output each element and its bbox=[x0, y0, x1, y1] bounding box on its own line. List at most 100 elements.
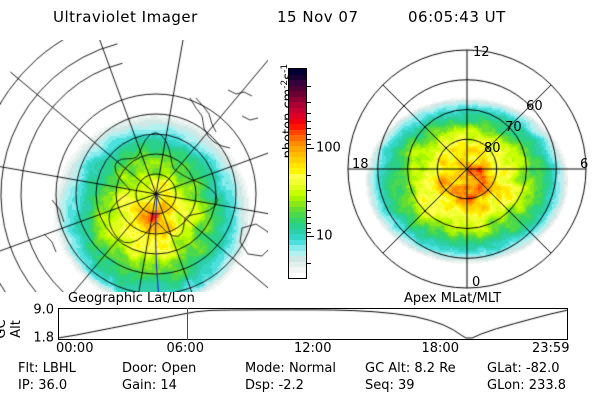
observation-time: 06:05:43 UT bbox=[408, 8, 506, 26]
colorbar-band bbox=[289, 69, 306, 75]
status-field-label: GC Alt: bbox=[365, 361, 411, 376]
colorbar-band bbox=[289, 129, 306, 135]
mlat-label-60: 60 bbox=[526, 98, 543, 114]
status-field-label: IP: bbox=[18, 378, 35, 393]
status-field-value: 233.8 bbox=[524, 378, 567, 393]
colorbar-band bbox=[289, 168, 306, 174]
mlt-label-12: 12 bbox=[473, 45, 490, 60]
colorbar-minor-tick bbox=[306, 112, 311, 114]
colorbar-band bbox=[289, 173, 306, 179]
colorbar-band bbox=[289, 212, 306, 218]
orbit-y-tick-labels: 9.0 1.8 bbox=[18, 300, 54, 350]
colorbar-band bbox=[289, 135, 306, 141]
header-bar: Ultraviolet Imager 15 Nov 07 06:05:43 UT bbox=[0, 8, 600, 30]
status-field-flt: Flt: LBHL bbox=[18, 362, 76, 375]
colorbar-minor-tick bbox=[306, 121, 311, 123]
colorbar-band bbox=[289, 140, 306, 146]
colorbar-minor-tick bbox=[306, 216, 311, 218]
magnetic-panel-caption: Apex MLat/MLT bbox=[404, 291, 502, 306]
colorbar-minor-tick bbox=[306, 139, 311, 141]
colorbar-band bbox=[289, 190, 306, 196]
instrument-title: Ultraviolet Imager bbox=[53, 8, 198, 26]
colorbar-band bbox=[289, 179, 306, 185]
colorbar-band bbox=[289, 272, 306, 278]
colorbar-major-tick bbox=[306, 148, 314, 150]
colorbar-minor-tick bbox=[306, 101, 311, 103]
colorbar-band bbox=[289, 184, 306, 190]
colorbar-minor-tick bbox=[306, 144, 311, 145]
status-field-value: Open bbox=[157, 361, 197, 376]
status-field-glat: GLat: -82.0 bbox=[487, 362, 560, 375]
colorbar-band bbox=[289, 91, 306, 97]
status-field-value: -2.2 bbox=[274, 378, 304, 393]
colorbar-band bbox=[289, 201, 306, 207]
colorbar-minor-tick bbox=[306, 262, 311, 264]
mlat-label-70: 70 bbox=[505, 119, 522, 135]
geographic-panel-caption: Geographic Lat/Lon bbox=[68, 291, 195, 306]
colorbar-minor-tick bbox=[306, 86, 311, 88]
colorbar-band bbox=[289, 80, 306, 86]
status-field-door: Door: Open bbox=[122, 362, 196, 375]
status-field-label: GLon: bbox=[487, 378, 525, 393]
status-field-value: 36.0 bbox=[34, 378, 68, 393]
colorbar-band bbox=[289, 239, 306, 245]
colorbar-minor-tick bbox=[306, 134, 311, 136]
status-field-value: Normal bbox=[284, 361, 336, 376]
colorbar-band bbox=[289, 85, 306, 91]
magnetic-aurora-canvas bbox=[332, 40, 600, 292]
colorbar-band bbox=[289, 113, 306, 119]
geographic-aurora-canvas bbox=[0, 40, 268, 292]
status-field-seq: Seq: 39 bbox=[365, 379, 415, 392]
colorbar-band bbox=[289, 256, 306, 262]
colorbar-tick-label: 10 bbox=[316, 228, 333, 244]
mlat-label-80: 80 bbox=[484, 140, 501, 156]
colorbar-minor-tick bbox=[306, 128, 311, 130]
orbit-x-tick-label: 00:00 bbox=[56, 341, 94, 356]
status-field-gain: Gain: 14 bbox=[122, 379, 177, 392]
colorbar-band bbox=[289, 151, 306, 157]
status-field-label: Door: bbox=[122, 361, 158, 376]
current-time-marker bbox=[187, 308, 189, 340]
status-bar: Flt: LBHL IP: 36.0 Door: Open Gain: 14 Mode:… bbox=[0, 362, 600, 400]
status-field-label: Mode: bbox=[245, 361, 285, 376]
colorbar-band bbox=[289, 206, 306, 212]
mlt-label-6: 6 bbox=[580, 157, 589, 172]
status-field-glon: GLon: 233.8 bbox=[487, 379, 566, 392]
colorbar-ticks bbox=[306, 68, 314, 279]
colorbar-band bbox=[289, 74, 306, 80]
colorbar-band bbox=[289, 96, 306, 102]
colorbar-band bbox=[289, 261, 306, 267]
orbit-y-tick-label: 9.0 bbox=[33, 302, 54, 318]
colorbar-band bbox=[289, 118, 306, 124]
colorbar-band bbox=[289, 195, 306, 201]
status-field-gcalt: GC Alt: 8.2 Re bbox=[365, 362, 456, 375]
status-field-value: -82.0 bbox=[521, 361, 560, 376]
colorbar-band bbox=[289, 162, 306, 168]
status-field-label: GLat: bbox=[487, 361, 522, 376]
geographic-polar-plot bbox=[0, 40, 268, 292]
orbit-y-tick-label: 1.8 bbox=[33, 330, 54, 346]
mlt-label-0: 0 bbox=[472, 275, 481, 290]
colorbar-band bbox=[289, 107, 306, 113]
colorbar-minor-tick bbox=[306, 209, 311, 211]
colorbar-minor-tick bbox=[306, 201, 311, 203]
colorbar-band bbox=[289, 124, 306, 130]
orbit-x-tick-label: 12:00 bbox=[294, 341, 332, 356]
colorbar-minor-tick bbox=[306, 174, 311, 176]
orbit-altitude-panel: GC Alt 9.0 1.8 00:00 06:00 12:00 18:00 23:59 bbox=[0, 300, 600, 358]
status-field-label: Flt: bbox=[18, 361, 39, 376]
status-field-dsp: Dsp: -2.2 bbox=[245, 379, 304, 392]
status-field-value: 14 bbox=[156, 378, 177, 393]
status-field-mode: Mode: Normal bbox=[245, 362, 336, 375]
orbit-x-tick-label: 23:59 bbox=[532, 341, 570, 356]
colorbar-major-tick bbox=[306, 236, 314, 238]
colorbar-minor-tick bbox=[306, 190, 311, 192]
colorbar-band bbox=[289, 228, 306, 234]
status-field-value: 39 bbox=[393, 378, 415, 393]
colorbar-gradient bbox=[288, 68, 307, 279]
colorbar-minor-tick bbox=[306, 227, 311, 229]
colorbar-band bbox=[289, 250, 306, 256]
status-field-label: Seq: bbox=[365, 378, 394, 393]
mlt-label-18: 18 bbox=[352, 157, 369, 172]
